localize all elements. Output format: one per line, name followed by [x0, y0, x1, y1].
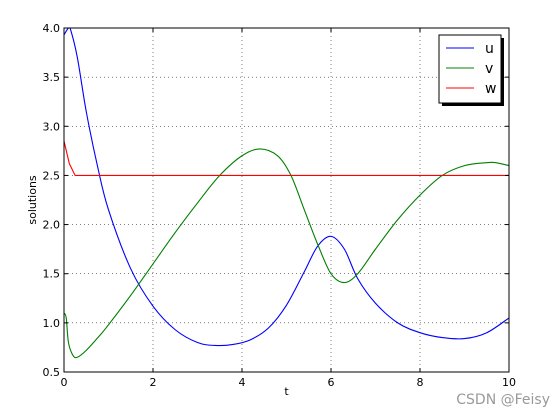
legend-label-u: u — [485, 41, 494, 57]
y-tick-label: 0.5 — [43, 366, 61, 379]
x-tick-label: 2 — [150, 376, 157, 389]
legend-label-v: v — [485, 61, 493, 77]
x-tick-label: 6 — [328, 376, 335, 389]
y-tick-label: 1.5 — [43, 268, 61, 281]
ticks: 0 2 4 6 8 10 0.5 1.0 1.5 2.0 2.5 3.0 3.5 4.0 — [43, 22, 517, 389]
y-axis-label: solutions — [26, 175, 39, 225]
series-line-v — [64, 148, 509, 359]
legend-label-w: w — [485, 81, 496, 97]
x-tick-label: 4 — [239, 376, 246, 389]
y-tick-label: 4.0 — [43, 22, 61, 35]
y-tick-label: 1.0 — [43, 317, 61, 330]
plot-background — [64, 28, 509, 372]
series-line-u — [64, 28, 509, 347]
legend: uvw — [438, 34, 504, 106]
y-tick-label: 2.5 — [43, 169, 61, 182]
y-tick-label: 2.0 — [43, 219, 61, 232]
grid — [64, 28, 509, 372]
plot-frame — [63, 27, 510, 373]
series-line-w — [64, 140, 509, 176]
x-tick-label: 8 — [417, 376, 424, 389]
y-tick-label: 3.0 — [43, 120, 61, 133]
series-layer — [64, 28, 509, 359]
x-tick-label: 0 — [61, 376, 68, 389]
y-tick-label: 3.5 — [43, 71, 61, 84]
watermark: CSDN @Feisy — [456, 392, 550, 408]
x-axis-label: t — [284, 385, 289, 398]
x-tick-label: 10 — [502, 376, 516, 389]
legend-box — [438, 34, 502, 104]
